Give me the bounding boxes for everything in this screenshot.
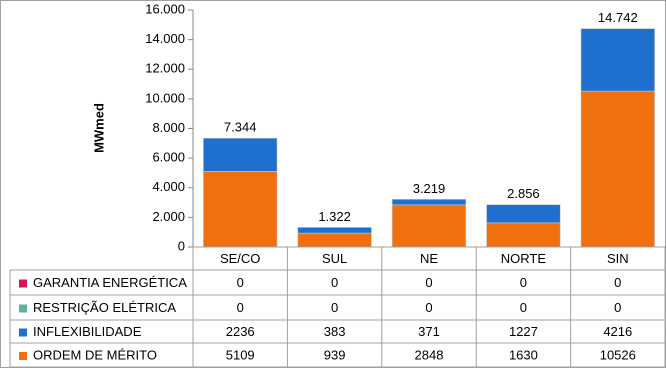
table-value: 2236 — [226, 324, 255, 339]
bar-segment — [203, 171, 278, 248]
y-tick-label: 4.000 — [152, 179, 185, 194]
table-value: 1227 — [509, 324, 538, 339]
table-value: 939 — [324, 347, 346, 362]
total-label: 7.344 — [224, 120, 257, 135]
legend-swatch — [19, 328, 27, 337]
y-tick-label: 2.000 — [152, 209, 185, 224]
x-tick-label: SUL — [322, 251, 347, 266]
bar-segment — [203, 137, 278, 172]
legend-swatch — [19, 279, 27, 288]
bar-segment — [580, 90, 655, 248]
y-tick-label: 0 — [178, 238, 185, 253]
table-value: 4216 — [603, 324, 632, 339]
bar-segment — [580, 28, 655, 92]
table-value: 0 — [520, 300, 527, 315]
table-value: 0 — [331, 300, 338, 315]
bar-segment — [486, 204, 561, 224]
y-tick-label: 8.000 — [152, 120, 185, 135]
table-value: 0 — [520, 275, 527, 290]
y-tick-label: 10.000 — [145, 90, 185, 105]
legend-swatch — [19, 352, 27, 360]
table-value: 0 — [237, 275, 244, 290]
table-value: 10526 — [600, 347, 636, 362]
y-tick-label: 16.000 — [145, 1, 185, 16]
table-value: 2848 — [415, 347, 444, 362]
table-value: 0 — [237, 300, 244, 315]
table-value: 0 — [331, 275, 338, 290]
table-value: 0 — [425, 275, 432, 290]
y-tick-label: 12.000 — [145, 61, 185, 76]
x-tick-label: NORTE — [501, 251, 547, 266]
legend-label: INFLEXIBILIDADE — [33, 324, 142, 339]
table-value: 383 — [324, 324, 346, 339]
y-tick-label: 14.000 — [145, 31, 185, 46]
total-label: 14.742 — [598, 10, 638, 25]
x-tick-label: SIN — [607, 251, 629, 266]
x-tick-label: NE — [420, 251, 438, 266]
bar-segment — [297, 227, 372, 234]
table-value: 371 — [418, 324, 440, 339]
total-label: 3.219 — [413, 181, 446, 196]
table-value: 0 — [614, 275, 621, 290]
total-label: 2.856 — [507, 186, 540, 201]
bar-segment — [486, 222, 561, 248]
legend-swatch — [19, 304, 27, 313]
bar-segment — [297, 232, 372, 248]
bar-segment — [391, 204, 467, 248]
y-tick-label: 6.000 — [152, 150, 185, 165]
bar-segment — [391, 199, 467, 206]
table-value: 5109 — [226, 347, 255, 362]
legend-label: GARANTIA ENERGÉTICA — [33, 275, 187, 290]
x-tick-label: SE/CO — [220, 251, 260, 266]
table-value: 1630 — [509, 347, 538, 362]
legend-label: ORDEM DE MÉRITO — [33, 347, 157, 362]
total-label: 1.322 — [318, 209, 351, 224]
table-value: 0 — [614, 300, 621, 315]
legend-label: RESTRIÇÃO ELÉTRICA — [33, 300, 176, 315]
table-value: 0 — [425, 300, 432, 315]
y-axis-label: MWmed — [91, 103, 106, 153]
